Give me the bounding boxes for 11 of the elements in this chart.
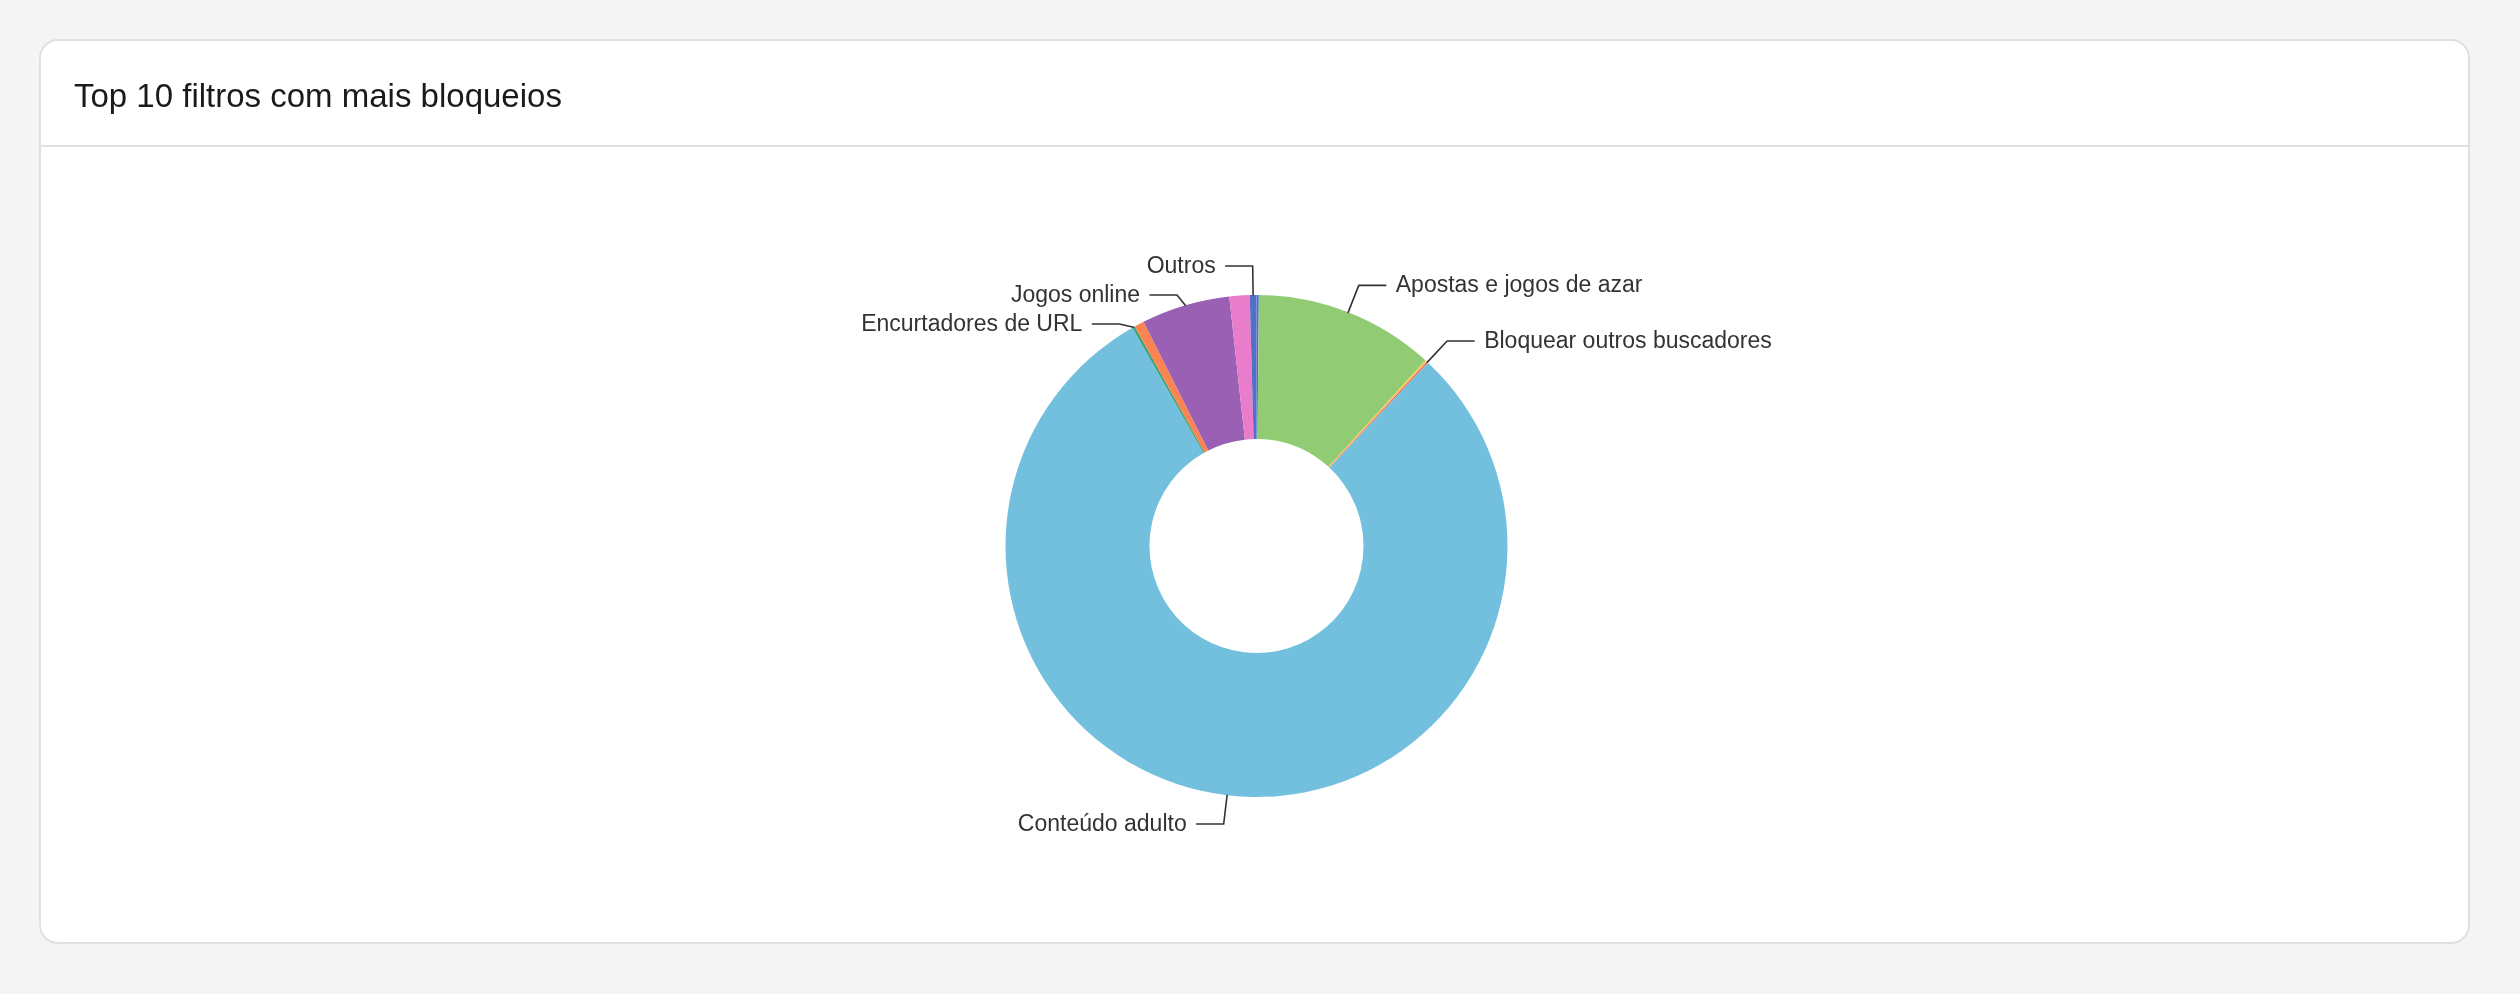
slice-label: Conteúdo adulto <box>1017 810 1187 837</box>
slice-label: Apostas e jogos de azar <box>1395 271 1643 298</box>
slice-label: Encurtadores de URL <box>861 310 1083 337</box>
donut-slice <box>1229 295 1254 440</box>
slice-label: Jogos online <box>1010 281 1141 308</box>
donut-slice <box>1257 295 1426 467</box>
donut-slice <box>1249 295 1257 440</box>
slice-label: Bloquear outros buscadores <box>1484 326 1772 353</box>
text: Top 10 filtros com mais bloqueios <box>74 77 562 114</box>
slice-label: Outros <box>1146 252 1216 279</box>
donut-slice <box>1143 296 1245 451</box>
